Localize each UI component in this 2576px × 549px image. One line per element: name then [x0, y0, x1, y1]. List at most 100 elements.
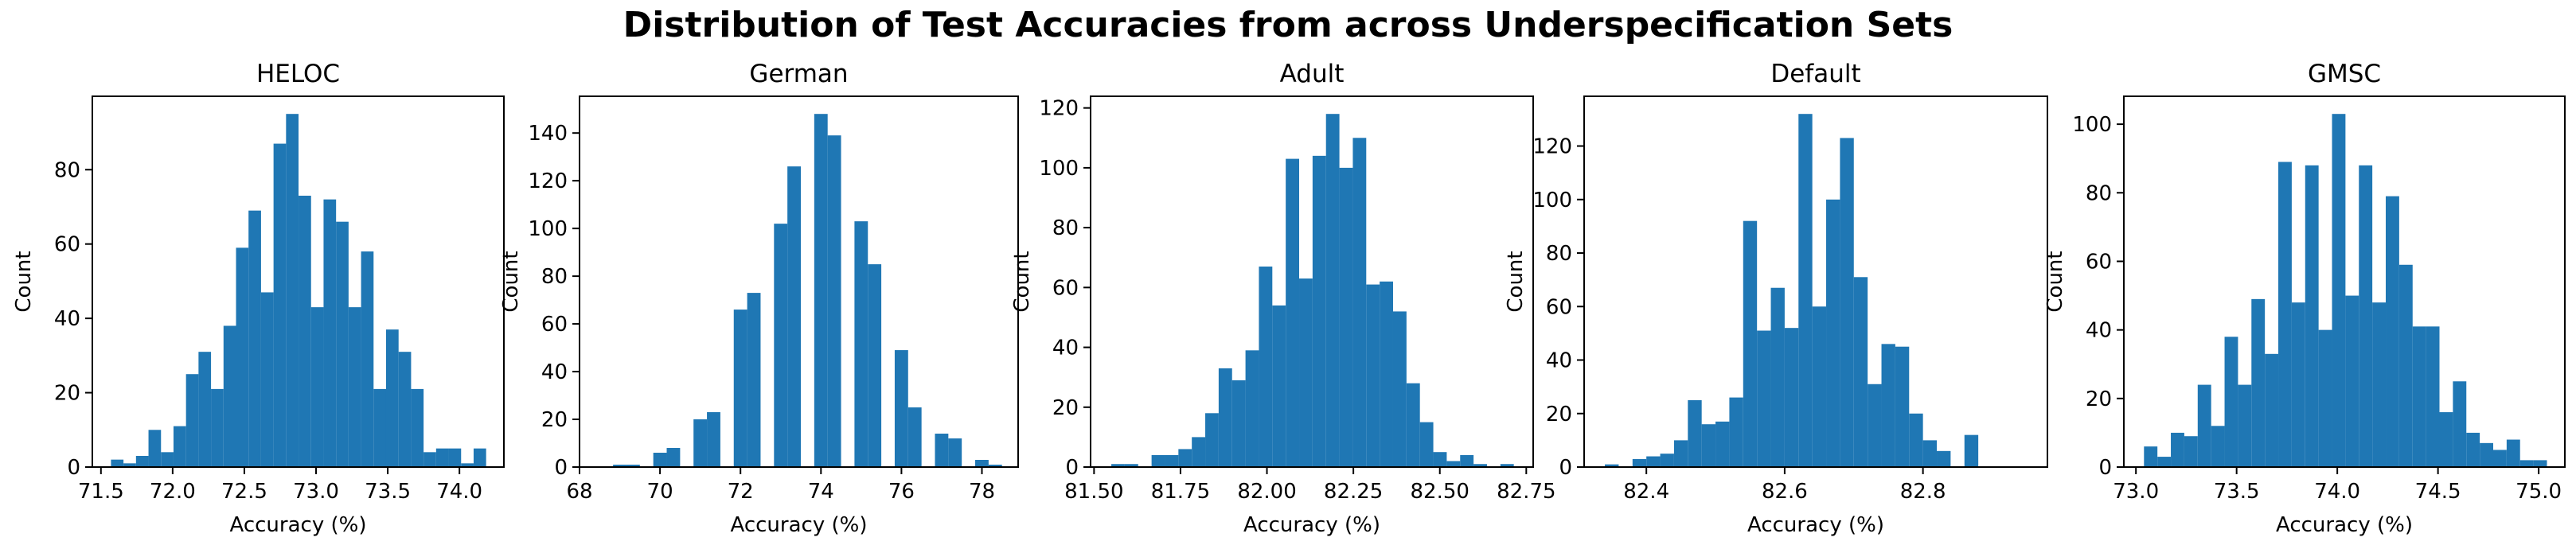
histogram-bar [1922, 440, 1938, 467]
histogram-bar [1688, 399, 1702, 467]
y-tick-label: 40 [541, 360, 568, 384]
histogram-bar [2238, 384, 2252, 467]
histogram-bar [1446, 461, 1461, 467]
histogram-bar [1245, 350, 1259, 467]
histogram-bar [1798, 114, 1813, 467]
histogram-bar [2305, 165, 2319, 467]
y-tick-label: 60 [2086, 250, 2112, 274]
histogram-bar [223, 325, 236, 467]
x-tick-label: 82.6 [1762, 480, 1808, 504]
histogram-bar [1339, 167, 1353, 467]
histogram-bar [693, 419, 708, 467]
histogram-bar [774, 224, 788, 467]
histogram-bar [1272, 305, 1286, 467]
chart-panel-adult: 81.50 81.75 82.00 82.25 82.50 82.75 0 20 40 60 80 1… [1010, 60, 1556, 537]
histogram-bar [1312, 155, 1326, 468]
y-tick-label: 60 [1052, 276, 1079, 300]
x-tick-label: 73.0 [2113, 480, 2159, 504]
histogram-bar [1605, 464, 1619, 467]
histogram-bar [435, 448, 449, 467]
x-tick-label: 73.0 [293, 480, 339, 504]
y-axis-label: Count [2043, 251, 2067, 312]
histogram-bar [1729, 397, 1743, 467]
histogram-bar [2439, 412, 2453, 467]
histogram-bar [1701, 424, 1716, 467]
histogram-bar [1757, 330, 1771, 467]
histogram-bar [2412, 326, 2426, 467]
histogram-bar [1218, 368, 1232, 467]
chart-title: HELOC [256, 60, 340, 88]
histogram-bar [1937, 450, 1951, 467]
histogram-bar [2291, 302, 2305, 467]
y-tick-label: 140 [528, 122, 568, 146]
histogram-bar [336, 221, 349, 467]
histogram-bar [814, 114, 828, 467]
histogram-bar [827, 135, 841, 467]
histogram-bar [473, 448, 486, 467]
y-tick-label: 0 [2098, 456, 2112, 480]
histogram-bar [1419, 422, 1434, 467]
histogram-bar [1632, 458, 1647, 467]
histogram-bar [787, 166, 802, 467]
histogram-bar [1111, 464, 1125, 467]
histogram-bar [1178, 449, 1192, 467]
histogram-bar [148, 430, 162, 467]
axes-frame [579, 95, 1019, 468]
histogram-bar [1124, 464, 1138, 467]
histogram-bar [613, 465, 626, 467]
axes-frame [92, 95, 505, 468]
histogram-bar [935, 434, 949, 467]
x-tick-label: 72 [728, 480, 754, 504]
histogram-bar [173, 426, 186, 467]
histogram-bar [1151, 454, 1165, 467]
histogram-bar [299, 195, 311, 468]
histogram-bar [2251, 298, 2266, 467]
chart-title: German [749, 60, 848, 88]
histogram-bar [2519, 460, 2534, 467]
histogram-bar [211, 388, 224, 467]
histogram-bar [626, 465, 640, 467]
x-tick-label: 71.5 [78, 480, 124, 504]
y-tick-label: 40 [1546, 349, 1572, 373]
histogram-bar [2506, 439, 2520, 467]
histogram-bar [385, 329, 399, 467]
histogram-bar [1259, 267, 1273, 467]
histogram-bar [111, 459, 124, 467]
x-tick-label: 73.5 [365, 480, 411, 504]
x-tick-label: 74.5 [2415, 480, 2461, 504]
histogram-bar [666, 448, 681, 467]
y-tick-label: 0 [1065, 456, 1079, 480]
histogram-bar [1715, 421, 1730, 467]
histogram-bar [348, 307, 361, 467]
y-tick-label: 80 [541, 265, 568, 289]
histogram-bar [975, 460, 989, 467]
y-tick-label: 60 [1546, 295, 1572, 319]
histogram-bar [653, 453, 667, 467]
y-axis-label: Count [12, 251, 36, 312]
x-tick-label: 72.0 [150, 480, 196, 504]
histogram-bar [1964, 434, 1979, 467]
x-tick-label: 82.4 [1623, 480, 1669, 504]
y-tick-label: 120 [1532, 135, 1572, 159]
histogram-bar [2144, 446, 2158, 467]
histogram-bar [2533, 460, 2547, 467]
histogram-bar [1366, 284, 1380, 467]
histogram-bar [2265, 353, 2279, 467]
histogram-bar [411, 388, 424, 467]
histogram-bar [1460, 454, 1474, 467]
histogram-bar [185, 374, 199, 467]
chart-panel-heloc: 71.5 72.0 72.5 73.0 73.5 74.0 0 20 40 60 80 HELOC Ac… [12, 60, 505, 537]
y-tick-label: 20 [54, 382, 80, 406]
chart-title: Default [1770, 60, 1860, 88]
histogram-bar [2224, 337, 2238, 467]
y-tick-label: 100 [1532, 189, 1572, 212]
histogram-bar [448, 448, 462, 467]
histogram-bar [236, 247, 249, 467]
histogram-bar [135, 455, 149, 467]
y-tick-label: 40 [54, 307, 80, 331]
y-tick-label: 60 [541, 313, 568, 337]
histogram-bar [1473, 464, 1487, 467]
y-tick-label: 80 [1546, 242, 1572, 266]
x-tick-label: 75.0 [2516, 480, 2562, 504]
